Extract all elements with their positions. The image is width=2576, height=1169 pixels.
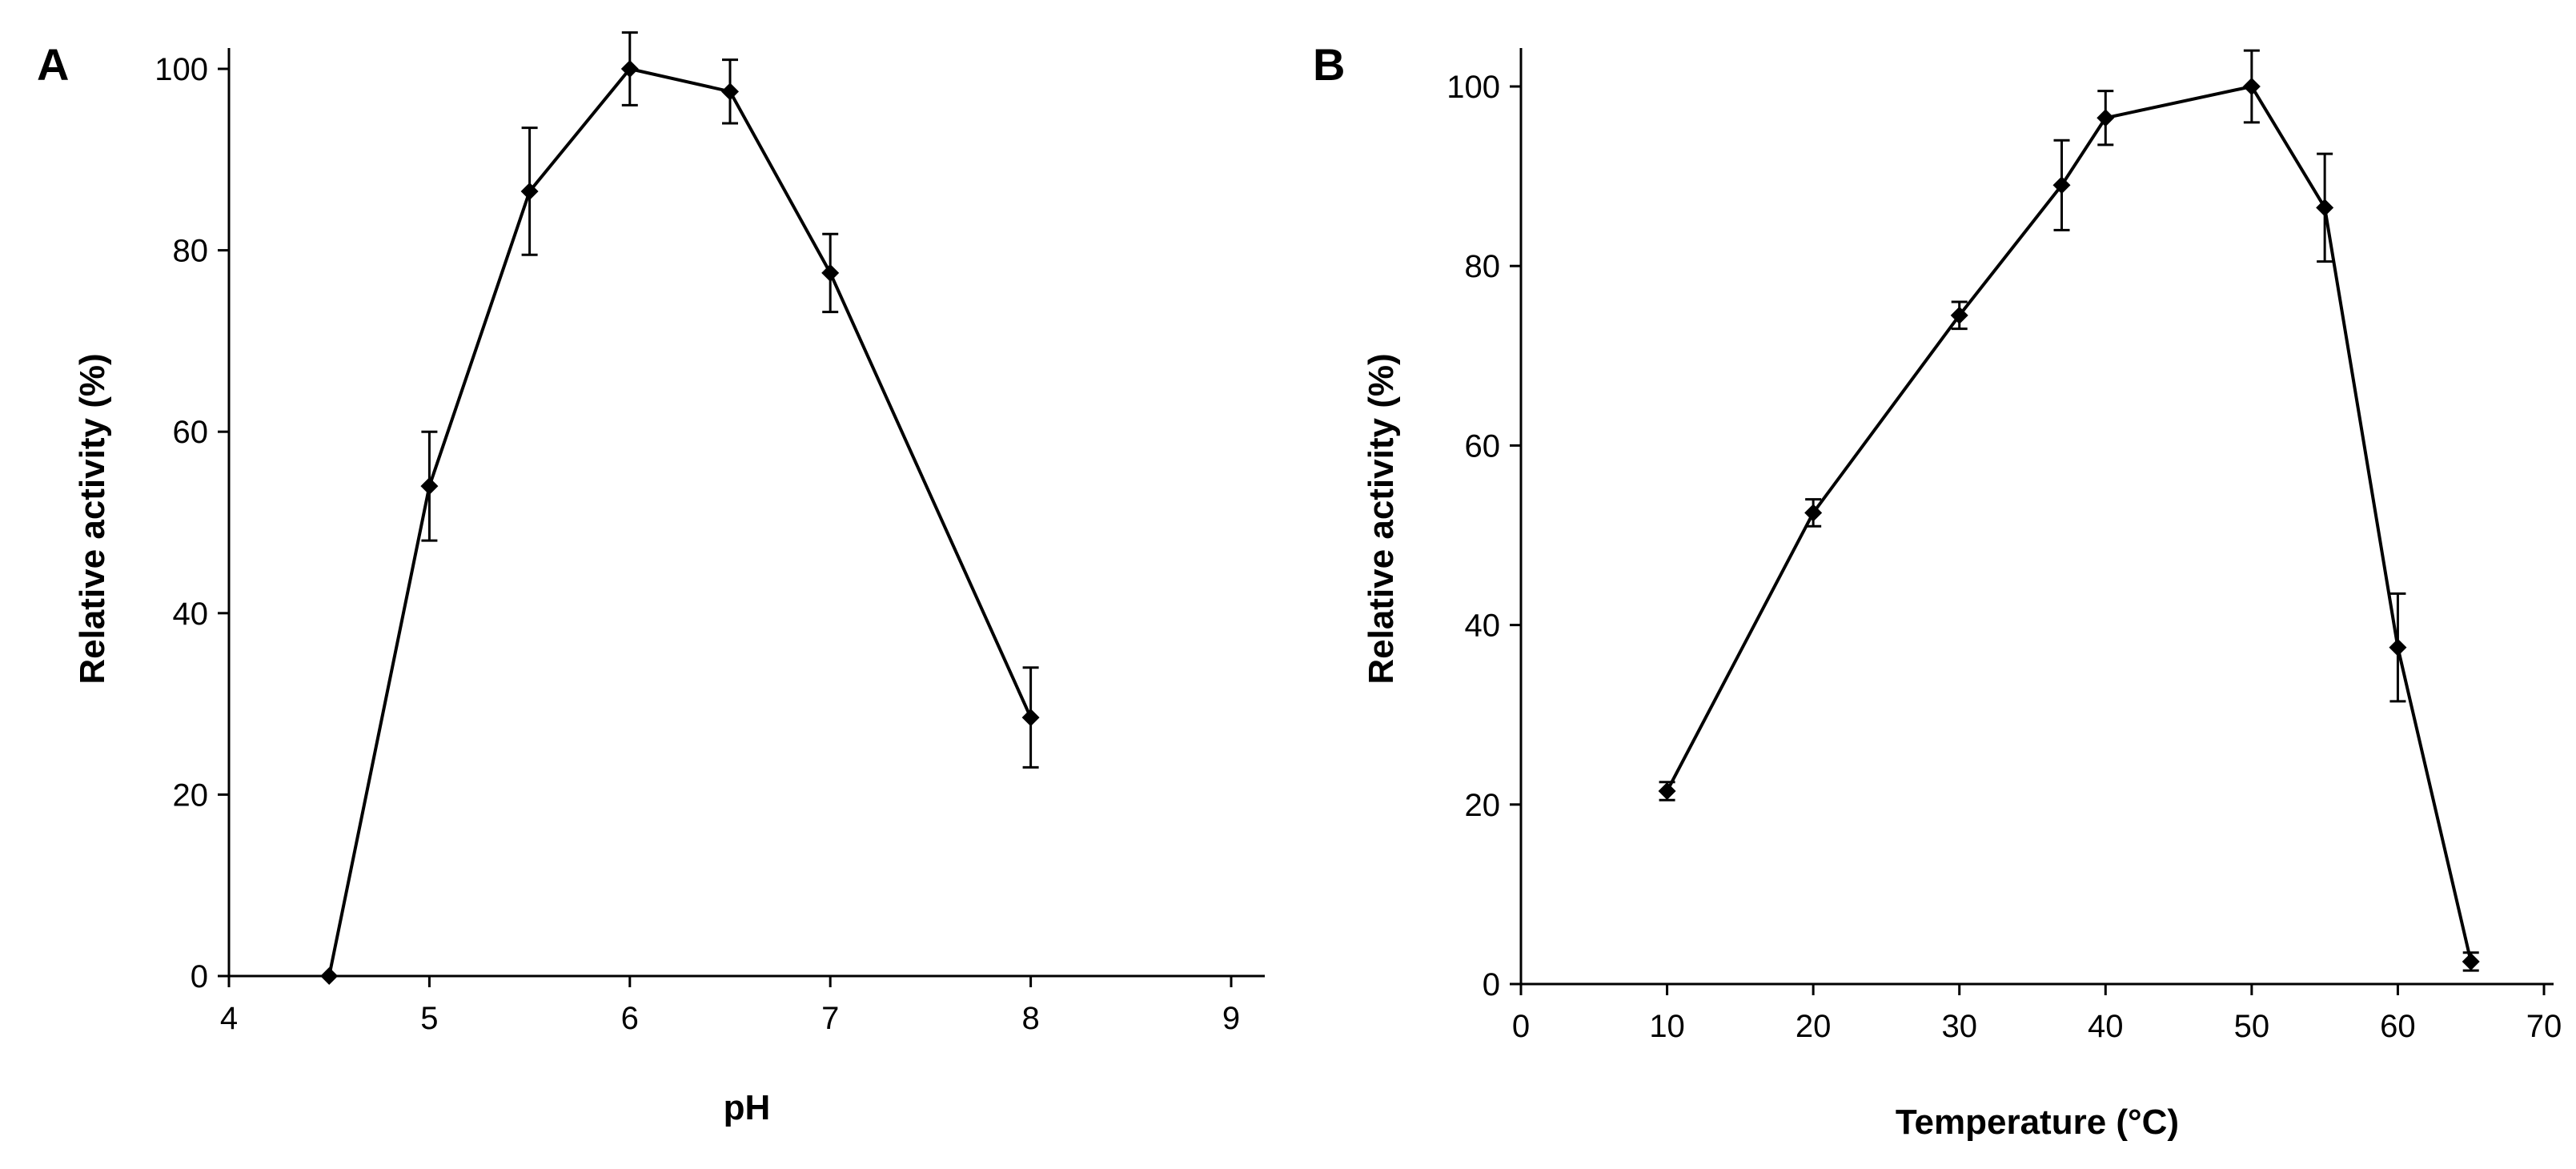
x-axis-title-a: pH: [724, 1088, 771, 1127]
y-tick-label-a-1: 20: [173, 777, 209, 813]
x-tick-label-a-3: 7: [821, 1001, 839, 1036]
x-tick-label-b-5: 50: [2234, 1009, 2270, 1044]
y-tick-label-a-4: 80: [173, 234, 209, 269]
data-point-a-2: [520, 182, 539, 200]
chart-panel-b: B 0 10 20 30 40 50 60 70 0 20 40 60 80 100 Temperatur…: [1313, 39, 2562, 1142]
data-point-b-6: [2316, 199, 2334, 217]
data-point-a-5: [821, 263, 840, 282]
y-tick-label-a-2: 40: [173, 597, 209, 632]
x-tick-label-b-7: 70: [2526, 1009, 2562, 1044]
y-tick-label-b-1: 20: [1465, 788, 1501, 823]
x-tick-label-a-4: 8: [1021, 1001, 1039, 1036]
data-point-b-8: [2462, 952, 2480, 970]
data-point-a-0: [320, 967, 339, 985]
series-line-a: [327, 66, 1033, 977]
x-tick-label-b-0: 0: [1512, 1009, 1530, 1044]
data-point-b-3: [2052, 176, 2071, 195]
y-tick-label-b-0: 0: [1483, 967, 1500, 1002]
data-point-b-2: [1950, 306, 1968, 324]
x-tick-label-a-0: 4: [220, 1001, 238, 1036]
y-tick-label-b-3: 60: [1465, 428, 1501, 464]
data-point-b-5: [2242, 78, 2261, 95]
y-axis-title-b: Relative activity (%): [1362, 353, 1401, 684]
y-tick-label-a-5: 100: [154, 52, 208, 87]
series-line-b: [1665, 84, 2473, 962]
x-tick-label-b-6: 60: [2380, 1009, 2416, 1044]
x-tick-label-a-1: 5: [420, 1001, 438, 1036]
data-points-b: [1658, 49, 2480, 972]
chart-panel-a: A 4 5 6 7 8 9 0 20 40 60 80 100 pH Relative activit…: [37, 31, 1265, 1127]
data-point-a-4: [721, 82, 739, 101]
data-point-b-7: [2389, 638, 2407, 657]
y-tick-label-b-5: 100: [1446, 70, 1500, 105]
data-point-a-6: [1021, 709, 1040, 727]
x-tick-label-b-3: 30: [1941, 1009, 1977, 1044]
y-axis-title-a: Relative activity (%): [73, 353, 112, 684]
y-tick-label-b-2: 40: [1465, 609, 1501, 644]
x-tick-label-b-1: 10: [1649, 1009, 1685, 1044]
y-tick-label-a-3: 60: [173, 415, 209, 450]
data-point-a-1: [420, 477, 439, 496]
x-axis-title-b: Temperature (°C): [1896, 1103, 2179, 1142]
data-point-a-3: [620, 60, 639, 78]
panel-letter-a: A: [37, 39, 69, 90]
axis-ticks-a: 4 5 6 7 8 9 0 20 40 60 80 100: [154, 52, 1240, 1036]
data-point-b-1: [1804, 504, 1823, 522]
x-tick-label-a-2: 6: [621, 1001, 639, 1036]
data-point-b-0: [1658, 781, 1676, 800]
x-tick-label-b-2: 20: [1796, 1009, 1832, 1044]
axis-ticks-b: 0 10 20 30 40 50 60 70 0 20 40 60 80 100: [1446, 70, 2562, 1044]
panel-letter-b: B: [1313, 39, 1345, 90]
x-tick-label-a-5: 9: [1222, 1001, 1240, 1036]
y-tick-label-b-4: 80: [1465, 249, 1501, 284]
data-point-b-4: [2097, 109, 2115, 127]
x-tick-label-b-4: 40: [2088, 1009, 2124, 1044]
data-points-a: [320, 31, 1040, 985]
y-tick-label-a-0: 0: [191, 959, 208, 994]
